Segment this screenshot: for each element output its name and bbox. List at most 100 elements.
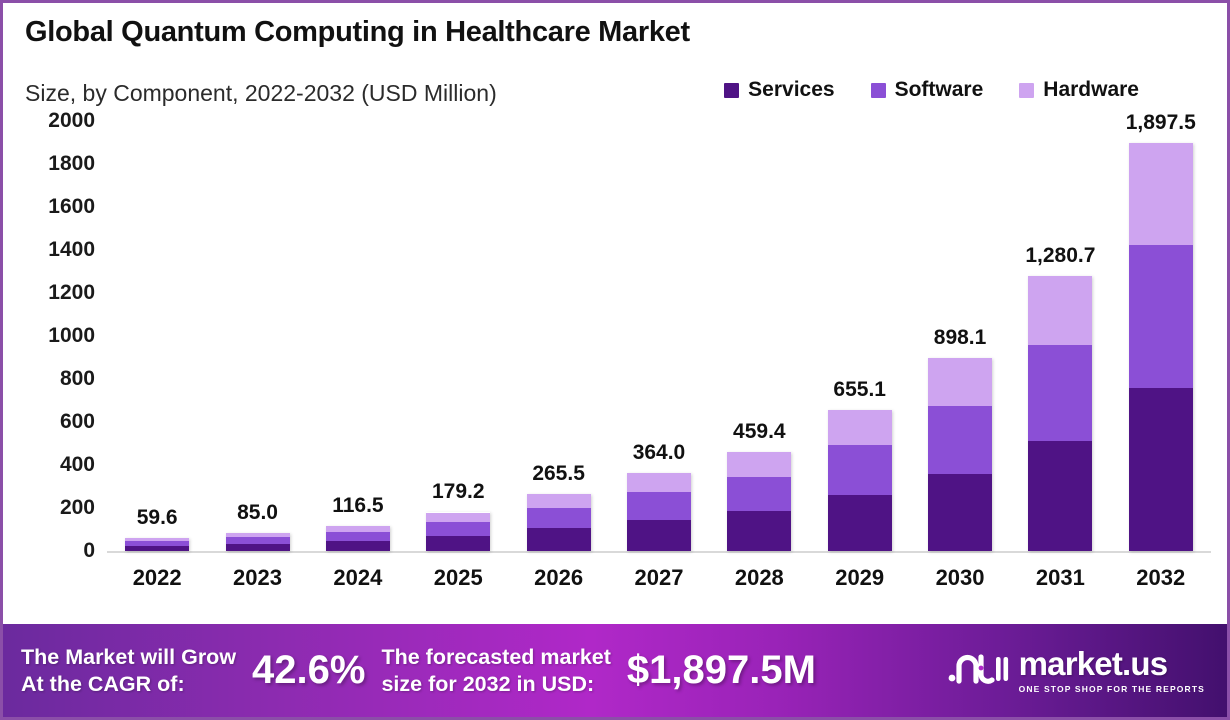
x-axis-tick: 2030 <box>935 565 985 590</box>
y-axis-tick: 1400 <box>48 238 95 261</box>
y-axis-tick: 2000 <box>48 109 95 132</box>
y-axis-tick: 800 <box>59 367 95 390</box>
x-axis-tick: 2032 <box>1136 565 1186 590</box>
y-axis-tick: 1000 <box>48 324 95 347</box>
bar-segment-hardware[interactable] <box>125 538 190 542</box>
bar-segment-services[interactable] <box>125 545 190 551</box>
bar-column[interactable]: 116.5 <box>313 121 403 551</box>
bar-segment-software[interactable] <box>827 445 892 495</box>
bar-column[interactable]: 265.5 <box>514 121 604 551</box>
bar-total-label: 59.6 <box>136 506 178 530</box>
legend-label: Services <box>748 78 835 101</box>
bar-total-label: 364.0 <box>632 440 686 464</box>
bar-segment-hardware[interactable] <box>827 410 892 446</box>
chart-legend: Services Software Hardware <box>724 78 1139 102</box>
bar-segment-software[interactable] <box>928 406 993 474</box>
bar-segment-software[interactable] <box>426 522 491 536</box>
bar-column[interactable]: 898.1 <box>915 121 1005 551</box>
y-axis-tick: 1600 <box>48 195 95 218</box>
bar-segment-hardware[interactable] <box>1028 275 1093 345</box>
bar-segment-services[interactable] <box>1128 387 1193 551</box>
bar-stack[interactable] <box>1028 275 1093 551</box>
market-us-logo[interactable]: market.us ONE STOP SHOP FOR THE REPORTS <box>947 647 1205 694</box>
bar-total-label: 655.1 <box>833 378 886 402</box>
bar-group: 59.6 85.0 116.5 179.2 265.5 364.0 459.4 655.1 89… <box>107 111 1211 551</box>
bar-segment-software[interactable] <box>727 476 792 512</box>
bar-segment-services[interactable] <box>526 528 591 551</box>
bar-stack[interactable] <box>626 472 691 551</box>
bar-column[interactable]: 59.6 <box>112 121 202 551</box>
bar-column[interactable]: 364.0 <box>614 121 704 551</box>
bar-stack[interactable] <box>727 452 792 551</box>
bar-total-label: 459.4 <box>733 420 786 444</box>
x-axis-tick: 2022 <box>132 565 182 590</box>
bar-segment-hardware[interactable] <box>727 452 792 477</box>
bar-segment-hardware[interactable] <box>225 532 290 538</box>
y-axis-tick: 600 <box>59 410 95 433</box>
y-axis-tick: 200 <box>59 496 95 519</box>
cagr-caption-line1: The Market will Grow <box>21 645 237 670</box>
bar-segment-software[interactable] <box>125 541 190 546</box>
bar-segment-services[interactable] <box>928 473 993 551</box>
legend-swatch-icon <box>870 82 886 98</box>
bar-segment-services[interactable] <box>727 511 792 551</box>
bar-segment-software[interactable] <box>225 537 290 544</box>
x-axis-tick: 2028 <box>734 565 784 590</box>
bar-segment-hardware[interactable] <box>426 512 491 523</box>
bar-column[interactable]: 85.0 <box>213 121 303 551</box>
bar-segment-software[interactable] <box>1028 344 1093 441</box>
legend-swatch-icon <box>724 82 740 98</box>
forecast-caption-line2: size for 2032 in USD: <box>381 671 595 696</box>
chart-header: Global Quantum Computing in Healthcare M… <box>3 3 1227 49</box>
bar-segment-hardware[interactable] <box>526 493 591 509</box>
bar-stack[interactable] <box>225 532 290 551</box>
bar-segment-hardware[interactable] <box>626 472 691 493</box>
summary-banner: The Market will Grow At the CAGR of: 42.… <box>3 624 1227 717</box>
bar-total-label: 1,897.5 <box>1125 111 1196 135</box>
bar-total-label: 898.1 <box>933 325 987 349</box>
logo-name: market.us <box>1018 645 1169 682</box>
x-axis: 2022 2023 2024 2025 2026 2027 2028 2029 2030 2031… <box>107 565 1211 599</box>
bar-stack[interactable] <box>426 512 491 551</box>
bar-segment-software[interactable] <box>325 532 390 541</box>
x-axis-tick: 2024 <box>333 565 383 590</box>
bar-stack[interactable] <box>526 493 591 551</box>
bar-total-label: 85.0 <box>237 500 278 524</box>
bar-stack[interactable] <box>325 525 390 551</box>
y-axis-tick: 1200 <box>48 281 95 304</box>
bar-segment-software[interactable] <box>526 508 591 529</box>
legend-item-services[interactable]: Services <box>724 78 835 102</box>
bar-segment-hardware[interactable] <box>325 525 390 533</box>
bar-segment-hardware[interactable] <box>928 357 993 407</box>
bar-segment-services[interactable] <box>626 519 691 551</box>
legend-item-software[interactable]: Software <box>870 78 983 102</box>
bar-segment-services[interactable] <box>225 543 290 551</box>
bar-stack[interactable] <box>928 357 993 551</box>
bar-segment-hardware[interactable] <box>1128 143 1193 246</box>
bar-segment-services[interactable] <box>426 535 491 551</box>
x-axis-tick: 2026 <box>534 565 584 590</box>
bar-column[interactable]: 1,280.7 <box>1015 121 1105 551</box>
forecast-caption-line1: The forecasted market <box>381 645 611 670</box>
x-axis-tick: 2027 <box>634 565 684 590</box>
forecast-caption: The forecasted market size for 2032 in U… <box>381 644 610 696</box>
bar-column[interactable]: 1,897.5 <box>1116 111 1206 551</box>
bar-segment-software[interactable] <box>626 492 691 520</box>
bar-column[interactable]: 179.2 <box>413 121 503 551</box>
x-axis-tick: 2031 <box>1035 565 1085 590</box>
bar-segment-services[interactable] <box>1028 440 1093 551</box>
bar-column[interactable]: 655.1 <box>815 121 905 551</box>
subtitle-legend-row: Size, by Component, 2022-2032 (USD Milli… <box>25 78 1205 112</box>
x-axis-tick: 2029 <box>835 565 885 590</box>
bar-segment-services[interactable] <box>325 540 390 551</box>
market-us-logo-icon <box>947 647 1009 694</box>
bar-segment-services[interactable] <box>827 494 892 551</box>
bar-stack[interactable] <box>827 410 892 551</box>
legend-item-hardware[interactable]: Hardware <box>1019 78 1139 102</box>
bar-stack[interactable] <box>1128 143 1193 551</box>
y-axis-tick: 400 <box>59 453 95 476</box>
bar-segment-software[interactable] <box>1128 245 1193 388</box>
bar-column[interactable]: 459.4 <box>714 121 804 551</box>
bar-stack[interactable] <box>125 538 190 551</box>
